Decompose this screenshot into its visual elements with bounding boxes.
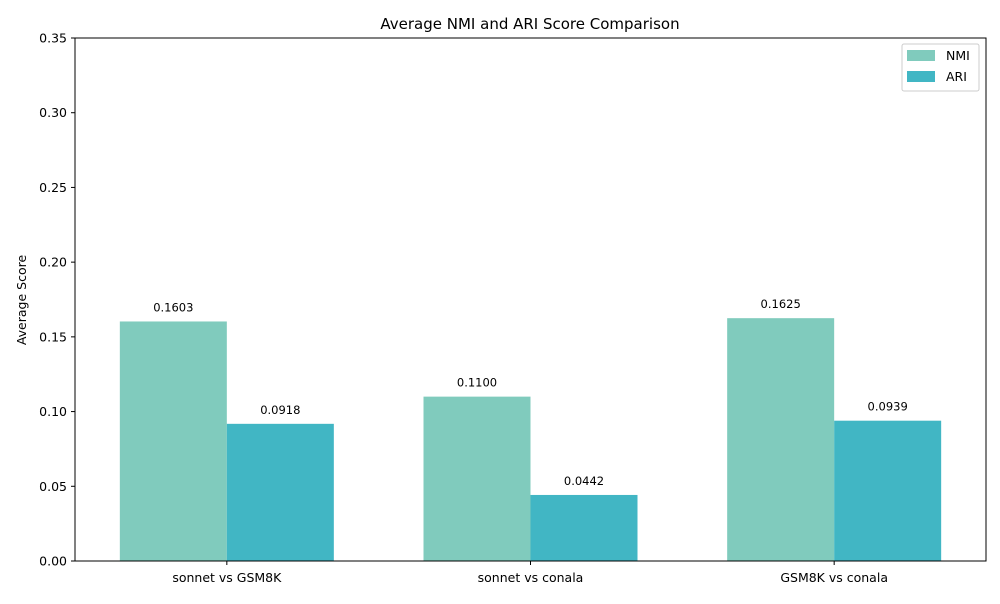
data-label: 0.0939 — [868, 400, 908, 414]
data-label: 0.1100 — [457, 376, 497, 390]
legend: NMI ARI — [901, 43, 980, 92]
bars-group — [119, 318, 942, 561]
y-tick-label: 0.20 — [39, 255, 67, 270]
x-axis: sonnet vs GSM8K sonnet vs conala GSM8K vs … — [172, 561, 888, 585]
chart-title: Average NMI and ARI Score Comparison — [380, 15, 679, 33]
data-label: 0.1603 — [153, 300, 193, 314]
y-tick-label: 0.30 — [39, 105, 67, 120]
y-tick-label: 0.05 — [39, 479, 67, 494]
y-tick-label: 0.10 — [39, 404, 67, 419]
bar-ari — [530, 494, 638, 561]
legend-label-nmi: NMI — [946, 48, 970, 63]
x-tick-label: sonnet vs conala — [478, 570, 584, 585]
data-label: 0.1625 — [761, 297, 801, 311]
bar-nmi — [727, 318, 835, 561]
y-tick-label: 0.25 — [39, 180, 67, 195]
bar-ari — [834, 420, 942, 561]
legend-swatch-nmi — [907, 50, 935, 61]
x-tick-label: sonnet vs GSM8K — [172, 570, 282, 585]
data-labels-group: 0.1603 0.0918 0.1100 0.0442 0.1625 0.0939 — [153, 297, 908, 488]
y-tick-label: 0.00 — [39, 554, 67, 569]
legend-label-ari: ARI — [946, 69, 967, 84]
bar-nmi — [423, 396, 531, 561]
legend-swatch-ari — [907, 71, 935, 82]
y-axis: 0.00 0.05 0.10 0.15 0.20 0.25 0.30 0.35 — [39, 31, 75, 569]
y-axis-label: Average Score — [14, 255, 29, 346]
y-tick-label: 0.15 — [39, 329, 67, 344]
x-tick-label: GSM8K vs conala — [780, 570, 888, 585]
bar-ari — [226, 423, 334, 561]
data-label: 0.0918 — [260, 403, 300, 417]
bar-nmi — [119, 321, 227, 561]
data-label: 0.0442 — [564, 474, 604, 488]
y-tick-label: 0.35 — [39, 31, 67, 46]
